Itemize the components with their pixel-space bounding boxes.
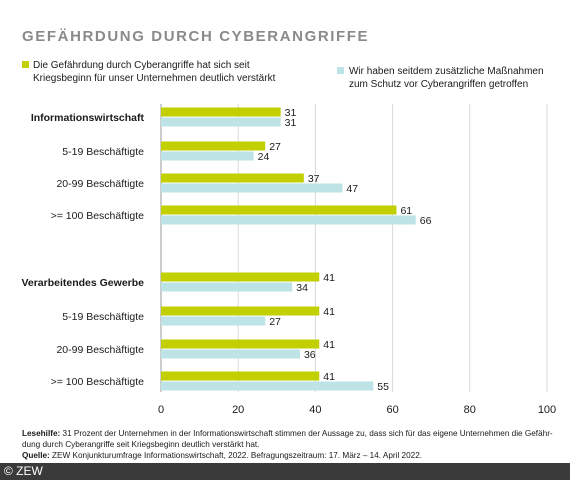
category-label-4: Verarbeitendes Gewerbe: [21, 277, 144, 289]
category-label-6: 20-99 Beschäftigte: [56, 344, 144, 356]
value-label-series-2-category-5: 27: [269, 316, 281, 328]
value-label-series-2-category-2: 47: [346, 183, 358, 195]
value-label-series-1-category-3: 61: [400, 205, 412, 217]
legend-label-series-2-line-2: zum Schutz vor Cyberangriffen getroffen: [349, 79, 528, 90]
bar-series-2-category-2: [161, 183, 343, 193]
x-tick-label-40: 40: [309, 404, 321, 416]
bar-series-1-category-5: [161, 306, 320, 316]
bar-series-1-category-6: [161, 339, 320, 349]
bar-series-2-category-4: [161, 282, 293, 292]
legend-label-series-2-line-1: Wir haben seitdem zusätzliche Maßnahmen: [349, 66, 544, 77]
value-label-series-2-category-6: 36: [304, 349, 316, 361]
category-label-7: >= 100 Beschäftigte: [51, 376, 145, 388]
x-tick-label-100: 100: [538, 404, 556, 416]
value-label-series-2-category-1: 24: [258, 151, 270, 163]
category-label-0: Informationswirtschaft: [31, 112, 145, 124]
footnote-quelle: Quelle: ZEW Konjunkturumfrage Informatio…: [22, 451, 422, 460]
bar-series-1-category-2: [161, 173, 304, 183]
legend-label-series-1-line-1: Die Gefährdung durch Cyberangriffe hat s…: [33, 60, 250, 71]
category-labels: Informationswirtschaft 5-19 Beschäftigte 2…: [21, 112, 144, 388]
category-label-3: >= 100 Beschäftigte: [51, 210, 145, 222]
x-tick-label-0: 0: [158, 404, 164, 416]
legend: Die Gefährdung durch Cyberangriffe hat s…: [22, 60, 544, 90]
bar-series-1-category-3: [161, 205, 397, 215]
chart-title: GEFÄHRDUNG DURCH CYBERANGRIFFE: [22, 28, 369, 45]
value-label-series-1-category-5: 41: [323, 306, 335, 318]
x-tick-label-20: 20: [232, 404, 244, 416]
footnote-lesehilfe-line-1: Lesehilfe: 31 Prozent der Unternehmen in…: [22, 429, 553, 438]
bar-series-2-category-3: [161, 215, 416, 225]
footnote-lesehilfe-line-2: dung durch Cyberangriffe seit Kriegsbegi…: [22, 440, 259, 449]
legend-swatch-series-2: [337, 67, 344, 74]
bar-series-2-category-7: [161, 381, 374, 391]
value-label-series-2-category-7: 55: [377, 381, 389, 393]
footnote: Lesehilfe: 31 Prozent der Unternehmen in…: [22, 429, 553, 460]
x-tick-label-60: 60: [386, 404, 398, 416]
bar-series-1-category-0: [161, 107, 281, 117]
legend-label-series-1-line-2: Kriegsbeginn für unser Unternehmen deutl…: [33, 73, 276, 84]
bar-series-1-category-4: [161, 272, 320, 282]
category-label-5: 5-19 Beschäftigte: [62, 311, 144, 323]
bar-series-2-category-5: [161, 316, 266, 326]
value-label-series-2-category-3: 66: [420, 215, 432, 227]
value-label-series-2-category-0: 31: [285, 117, 297, 129]
value-label-series-1-category-7: 41: [323, 371, 335, 383]
bar-series-2-category-0: [161, 117, 281, 127]
value-label-series-1-category-4: 41: [323, 272, 335, 284]
bar-series-2-category-6: [161, 349, 300, 359]
value-label-series-1-category-2: 37: [308, 173, 320, 185]
bars: [161, 107, 416, 391]
category-label-1: 5-19 Beschäftigte: [62, 146, 144, 158]
value-label-series-1-category-6: 41: [323, 339, 335, 351]
value-label-series-1-category-1: 27: [269, 141, 281, 153]
x-axis-ticks: 0 20 40 60 80 100: [158, 404, 556, 416]
bar-series-2-category-1: [161, 151, 254, 161]
bar-series-1-category-1: [161, 141, 266, 151]
legend-swatch-series-1: [22, 61, 29, 68]
value-label-series-1-category-0: 31: [285, 107, 297, 119]
bar-series-1-category-7: [161, 371, 320, 381]
value-label-series-2-category-4: 34: [296, 282, 308, 294]
category-label-2: 20-99 Beschäftigte: [56, 178, 144, 190]
copyright-text: © ZEW: [4, 464, 43, 478]
x-tick-label-80: 80: [464, 404, 476, 416]
copyright-bar: © ZEW: [0, 463, 570, 480]
chart: GEFÄHRDUNG DURCH CYBERANGRIFFE Die Gefäh…: [21, 28, 556, 460]
